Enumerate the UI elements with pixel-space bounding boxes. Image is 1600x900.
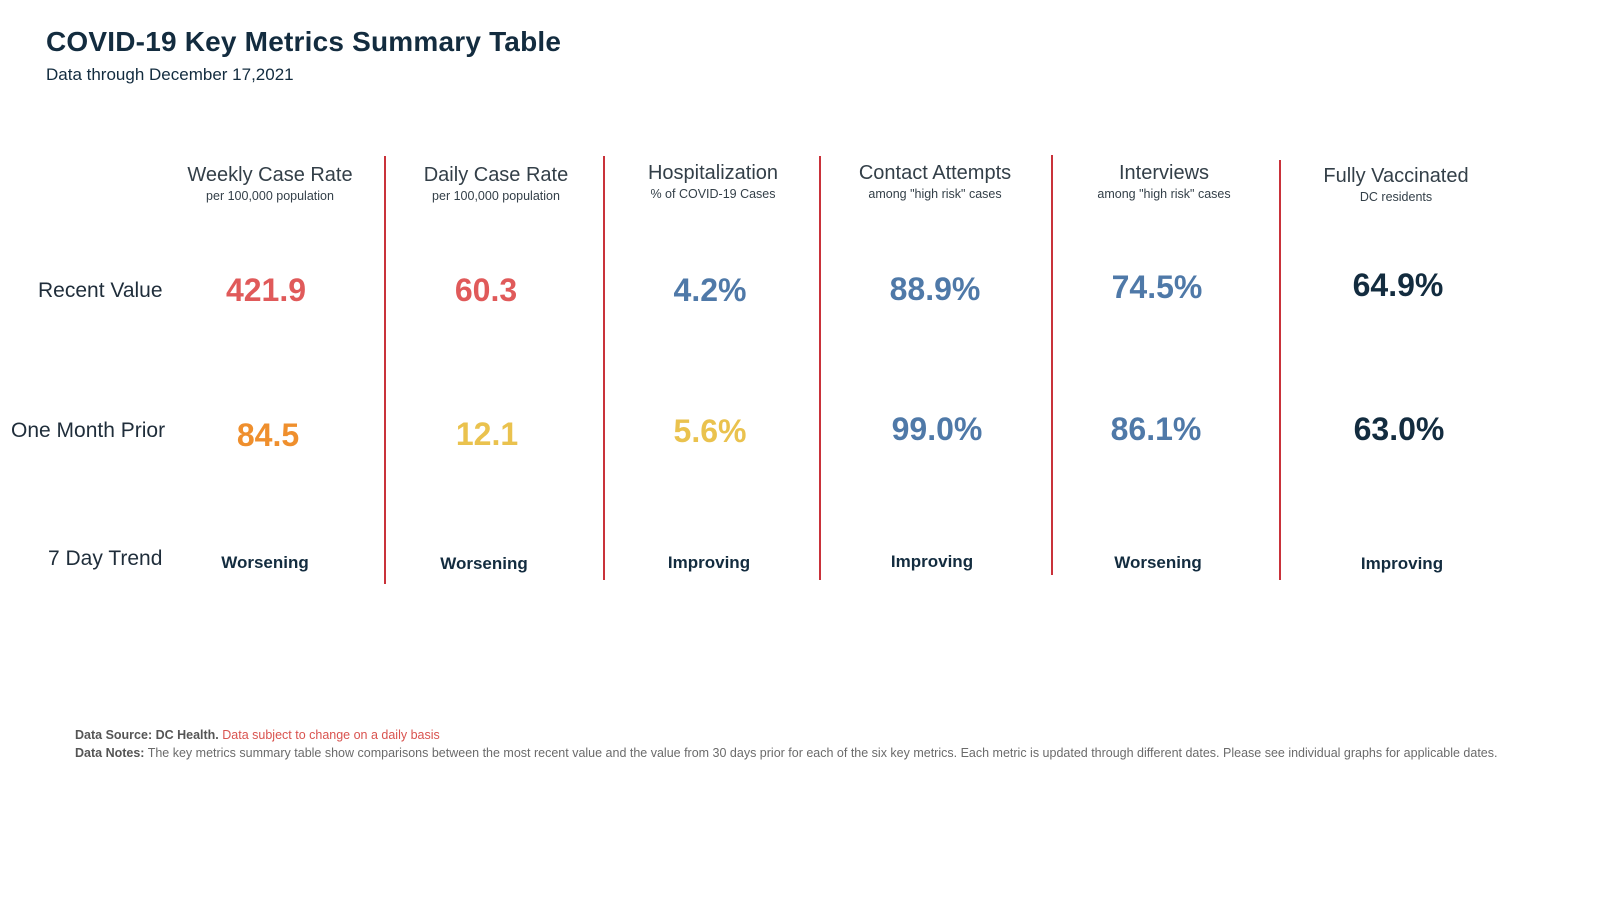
trend-value: Improving (1360, 554, 1444, 573)
data-notes-text: The key metrics summary table show compa… (147, 746, 1498, 760)
column-subheader: per 100,000 population (432, 189, 560, 203)
column-subheader: among "high risk" cases (868, 187, 1002, 201)
column-header: Weekly Case Rate (187, 164, 353, 186)
column-header: Contact Attempts (858, 162, 1012, 184)
recent-value: 421.9 (225, 272, 307, 308)
column-header: Interviews (1118, 162, 1210, 184)
column-divider (1051, 155, 1053, 575)
column-divider (384, 156, 386, 584)
prior-value: 5.6% (673, 413, 747, 449)
data-source-line: Data Source: DC Health. Data subject to … (75, 726, 1535, 744)
recent-value: 60.3 (454, 272, 518, 308)
column-header: Daily Case Rate (423, 164, 569, 186)
prior-value: 63.0% (1353, 411, 1445, 447)
trend-value: Improving (667, 553, 751, 572)
prior-value: 99.0% (891, 411, 983, 447)
data-source-label: Data Source: DC Health. (75, 728, 219, 742)
page-title: COVID-19 Key Metrics Summary Table (46, 26, 562, 57)
trend-value: Worsening (221, 553, 309, 572)
data-notes-line: Data Notes: The key metrics summary tabl… (75, 744, 1535, 762)
trend-value: Improving (890, 552, 974, 571)
column-divider (819, 156, 821, 580)
row-label-recent: Recent Value (38, 279, 163, 302)
row-label-prior: One Month Prior (11, 419, 166, 442)
page-subtitle: Data through December 17,2021 (46, 65, 294, 84)
recent-value: 4.2% (673, 272, 747, 308)
data-notes-label: Data Notes: (75, 746, 145, 760)
prior-value: 84.5 (236, 417, 300, 453)
column-subheader: DC residents (1359, 190, 1433, 204)
column-subheader: among "high risk" cases (1097, 187, 1231, 201)
prior-value: 86.1% (1110, 411, 1202, 447)
column-header: Fully Vaccinated (1323, 165, 1469, 187)
prior-value: 12.1 (455, 416, 519, 452)
recent-value: 64.9% (1352, 267, 1444, 303)
trend-value: Worsening (440, 554, 528, 573)
column-subheader: per 100,000 population (206, 189, 334, 203)
recent-value: 74.5% (1111, 269, 1203, 305)
column-divider (603, 156, 605, 580)
column-header: Hospitalization (647, 162, 779, 184)
recent-value: 88.9% (889, 271, 981, 307)
data-notes: Data Source: DC Health. Data subject to … (75, 726, 1535, 762)
trend-value: Worsening (1114, 553, 1202, 572)
row-label-trend: 7 Day Trend (48, 547, 163, 570)
column-subheader: % of COVID-19 Cases (650, 187, 776, 201)
data-source-warning: Data subject to change on a daily basis (222, 728, 440, 742)
column-divider (1279, 160, 1281, 580)
